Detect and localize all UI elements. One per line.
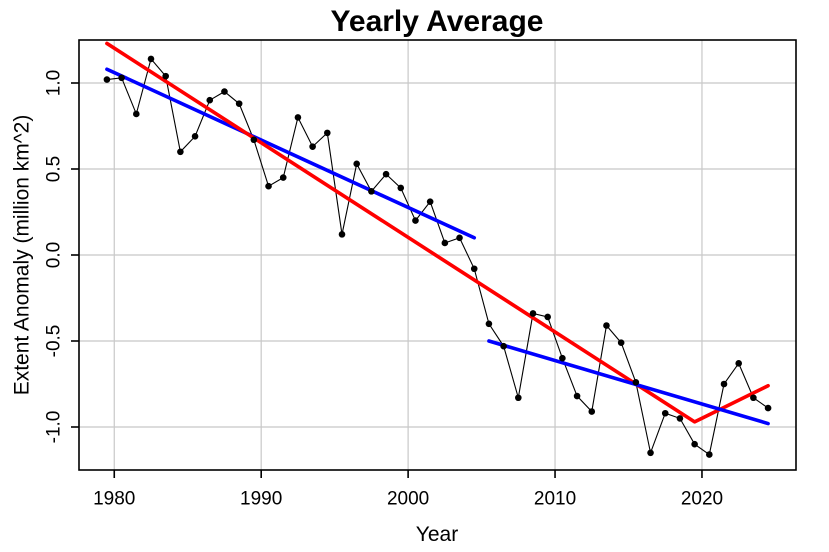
data-point-1990 bbox=[265, 182, 272, 190]
data-point-2011 bbox=[573, 392, 581, 400]
data-point-1994 bbox=[324, 129, 331, 137]
data-point-2002 bbox=[441, 239, 449, 247]
data-point-1984 bbox=[177, 148, 184, 156]
data-point-2016 bbox=[647, 449, 654, 457]
x-axis-label: Year bbox=[416, 523, 458, 546]
x-tick-label-1990: 1990 bbox=[240, 489, 282, 510]
trend-line-piecewise-fit-1979-2024 bbox=[105, 41, 770, 424]
data-point-2013 bbox=[603, 322, 610, 329]
data-point-2023 bbox=[750, 394, 757, 402]
x-tick-label-2020: 2020 bbox=[681, 489, 723, 510]
data-point-1982 bbox=[147, 55, 155, 63]
data-point-2012 bbox=[588, 408, 596, 415]
x-tick-label-2000: 2000 bbox=[387, 489, 429, 510]
data-point-2004 bbox=[470, 265, 478, 273]
data-point-1983 bbox=[162, 72, 169, 80]
x-tick-label-2010: 2010 bbox=[534, 489, 576, 510]
data-point-2022 bbox=[735, 360, 742, 367]
data-point-1993 bbox=[309, 143, 316, 150]
data-point-1998 bbox=[382, 170, 390, 178]
data-point-2005 bbox=[485, 320, 493, 328]
data-point-1979 bbox=[103, 76, 111, 83]
data-point-2006 bbox=[500, 342, 507, 350]
trend-lines-group bbox=[105, 41, 770, 426]
data-point-1986 bbox=[206, 96, 214, 104]
data-point-1987 bbox=[221, 88, 228, 95]
data-point-1995 bbox=[338, 231, 346, 238]
data-point-1988 bbox=[235, 100, 243, 107]
data-point-2021 bbox=[720, 380, 728, 388]
data-point-2010 bbox=[559, 354, 566, 362]
data-point-2017 bbox=[661, 409, 669, 417]
data-point-2014 bbox=[617, 339, 625, 347]
data-point-2000 bbox=[412, 217, 419, 224]
chart-title: Yearly Average bbox=[331, 5, 544, 38]
y-tick-label-1: 1.0 bbox=[44, 70, 65, 96]
y-tick-label--1: -1.0 bbox=[44, 411, 65, 444]
data-point-2008 bbox=[529, 310, 537, 317]
gridlines bbox=[79, 40, 796, 470]
axis-tick-labels: 1980 1990 2000 2010 2020 1.0 0.5 0.0 -0.5 -1.0 bbox=[44, 70, 723, 510]
y-tick-label--0.5: -0.5 bbox=[44, 325, 65, 358]
data-point-2015 bbox=[632, 378, 640, 386]
data-point-2009 bbox=[544, 313, 551, 321]
data-points-group bbox=[103, 55, 772, 458]
data-point-1992 bbox=[294, 114, 302, 121]
y-tick-label-0.5: 0.5 bbox=[44, 156, 65, 182]
data-point-1996 bbox=[353, 160, 360, 168]
axis-ticks bbox=[71, 82, 703, 478]
data-point-2003 bbox=[456, 234, 463, 242]
data-point-2020 bbox=[706, 451, 713, 458]
trend-line-linear-fit-1979-2004 bbox=[105, 67, 477, 240]
trend-line-linear-fit-2005-2024 bbox=[487, 339, 770, 426]
data-point-1999 bbox=[397, 184, 405, 192]
data-point-1980 bbox=[118, 74, 125, 82]
data-point-1997 bbox=[368, 188, 375, 195]
data-point-1985 bbox=[191, 133, 199, 140]
y-axis-label: Extent Anomaly (million km^2) bbox=[10, 115, 33, 396]
data-point-2019 bbox=[691, 440, 698, 448]
x-tick-label-1980: 1980 bbox=[93, 489, 135, 510]
data-point-2001 bbox=[426, 198, 434, 205]
data-point-2024 bbox=[764, 404, 772, 412]
data-point-1989 bbox=[250, 136, 258, 144]
data-point-1991 bbox=[279, 174, 287, 181]
y-tick-label-0: 0.0 bbox=[44, 242, 65, 268]
data-point-2007 bbox=[515, 394, 522, 402]
data-point-1981 bbox=[133, 110, 140, 118]
data-point-2018 bbox=[676, 415, 684, 422]
